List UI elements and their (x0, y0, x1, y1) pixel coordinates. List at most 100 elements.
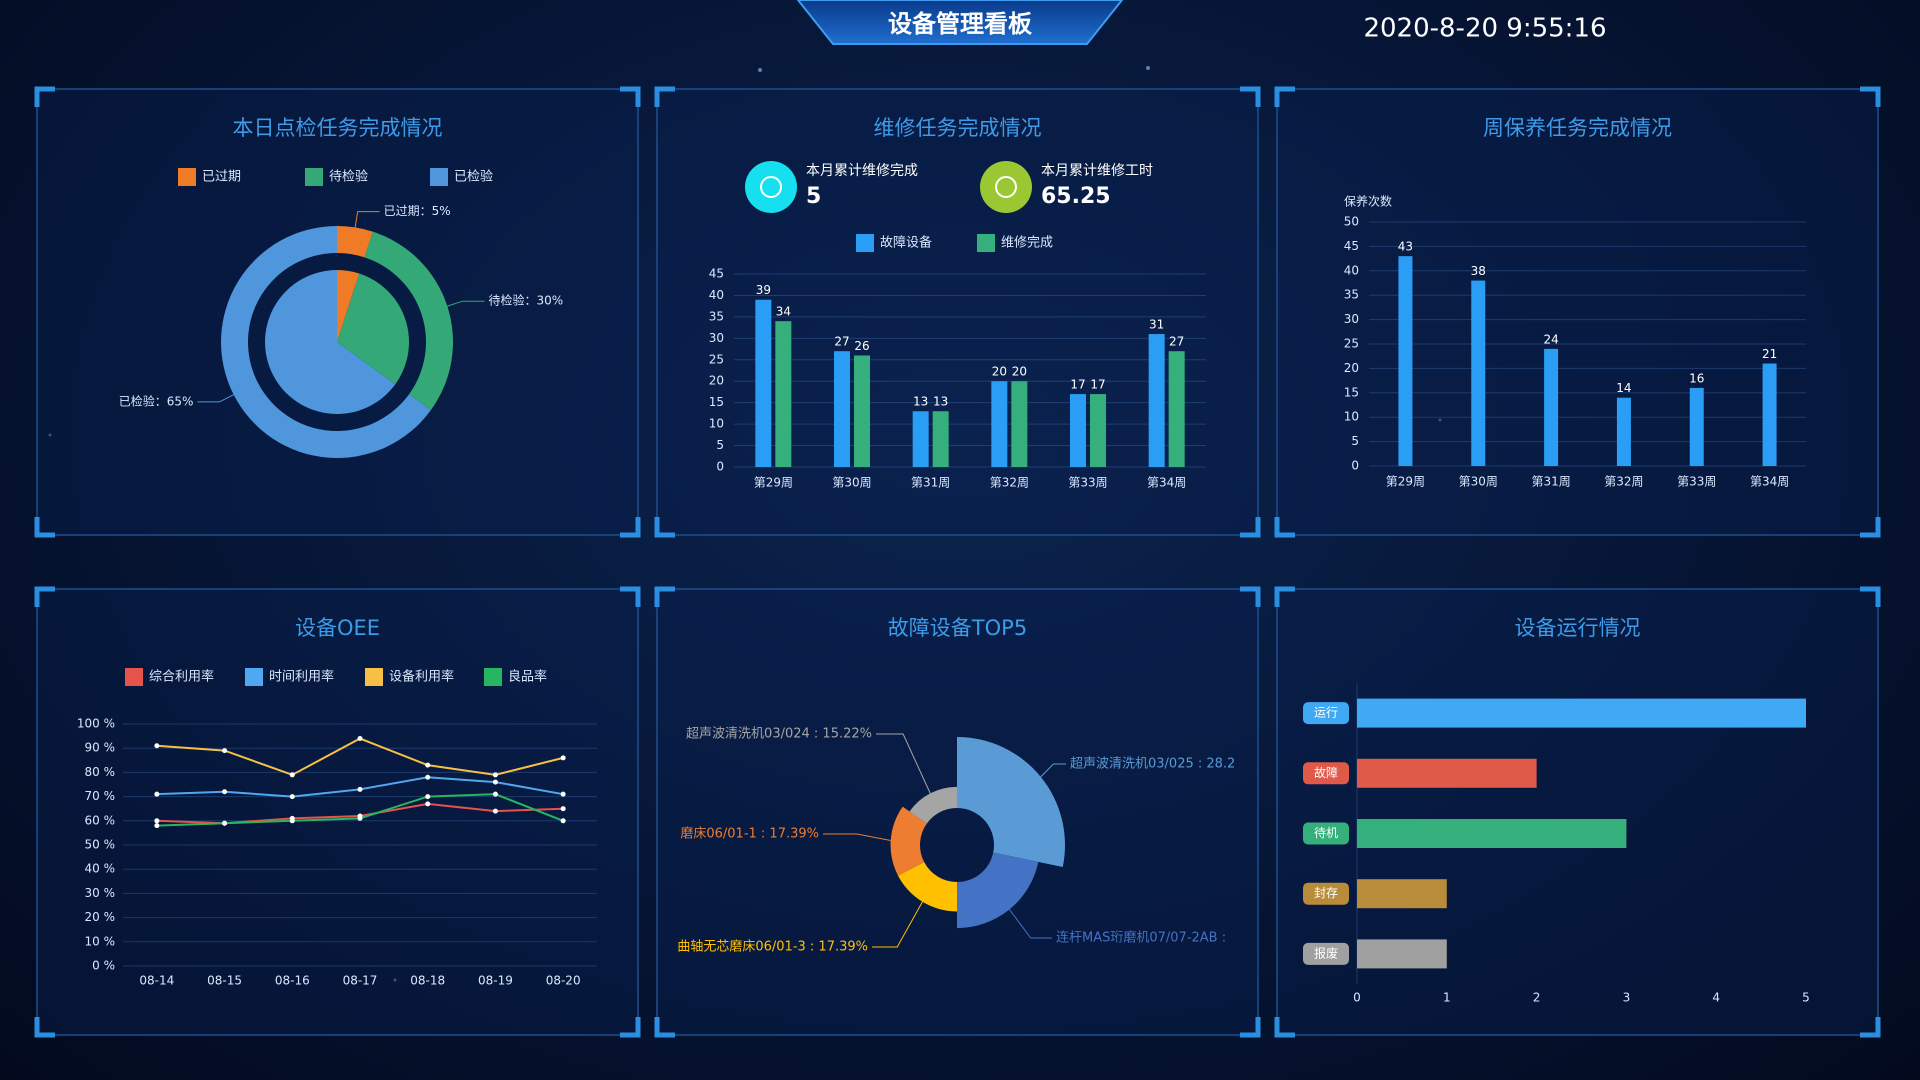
bar (1471, 280, 1486, 466)
x-tick-label: 08-18 (410, 974, 445, 988)
line-point (222, 820, 228, 826)
panel-corner (1860, 1017, 1881, 1038)
y-tick-label: 25 (1344, 337, 1359, 351)
line-point (222, 748, 228, 754)
x-tick-label: 08-17 (343, 974, 378, 988)
rose-slice (897, 862, 957, 912)
data-label: 26 (854, 339, 869, 353)
x-tick-label: 第32周 (1604, 475, 1643, 489)
line-point (154, 743, 160, 749)
x-tick-label: 第30周 (1459, 475, 1498, 489)
y-tick-label: 80 % (85, 765, 116, 779)
x-tick-label: 08-15 (207, 974, 242, 988)
x-tick-label: 08-19 (478, 974, 513, 988)
bar (755, 299, 772, 467)
y-tick-label: 50 (1344, 215, 1359, 229)
bar (775, 321, 792, 467)
panel-frame (1276, 88, 1879, 536)
bar (1011, 381, 1028, 467)
panel-corner (34, 86, 55, 107)
line-point (425, 774, 431, 780)
data-label: 20 (992, 365, 1007, 379)
star (1146, 66, 1150, 70)
y-tick-label: 报废 (1314, 945, 1338, 960)
panel-frame (656, 588, 1259, 1036)
y-tick-label: 25 (709, 352, 724, 366)
panel-corner (620, 586, 641, 607)
y-tick-label: 30 (709, 331, 724, 345)
panel-title: 设备OEE (295, 616, 380, 640)
panel-title: 故障设备TOP5 (888, 616, 1027, 640)
data-label: 已检验：65% (119, 393, 194, 408)
data-label: 24 (1543, 332, 1558, 346)
y-tick-label: 30 % (85, 886, 116, 900)
rose-slice (890, 806, 927, 876)
data-label: 13 (933, 395, 948, 409)
y-tick-label: 70 % (85, 789, 116, 803)
legend-swatch (365, 668, 383, 686)
pie-slice (264, 270, 396, 414)
rose-slice (957, 852, 1039, 929)
pie-slice (337, 270, 360, 342)
panel-title: 周保养任务完成情况 (1483, 116, 1672, 140)
leader-line (872, 901, 923, 948)
y-tick-label: 20 (709, 374, 724, 388)
data-label: 38 (1471, 264, 1486, 278)
x-tick-label: 第32周 (990, 476, 1029, 490)
panel-corner (1240, 1017, 1261, 1038)
legend-swatch (125, 668, 143, 686)
y-tick-label: 35 (709, 309, 724, 323)
leader-line (1040, 763, 1066, 778)
line-point (560, 806, 566, 812)
data-label: 超声波清洗机03/024 : 15.22% (686, 727, 872, 742)
leader-line (823, 833, 891, 841)
panel-corner (1860, 86, 1881, 107)
line-point (425, 762, 431, 768)
panel-corner (1240, 586, 1261, 607)
bar (1357, 698, 1806, 728)
bar (854, 355, 870, 467)
panel-corner (34, 586, 55, 607)
x-tick-label: 2 (1533, 991, 1541, 1005)
panel-corner (1860, 586, 1881, 607)
bar (1357, 939, 1447, 969)
x-tick-label: 1 (1443, 991, 1451, 1005)
panel-title: 本日点检任务完成情况 (233, 116, 443, 140)
y-tick-label: 封存 (1314, 886, 1338, 900)
x-tick-label: 第34周 (1750, 475, 1789, 489)
x-tick-label: 4 (1712, 991, 1720, 1005)
legend-swatch (484, 668, 502, 686)
y-tick-label: 5 (1351, 434, 1359, 448)
data-label: 已过期：5% (384, 204, 451, 218)
category-badge (1303, 702, 1349, 725)
y-axis-label: 保养次数 (1344, 194, 1392, 209)
header-banner (796, 0, 1124, 45)
category-badge (1303, 762, 1349, 785)
legend-label: 维修完成 (1001, 236, 1053, 251)
y-tick-label: 40 (1344, 263, 1359, 277)
y-tick-label: 20 (1344, 361, 1359, 375)
y-tick-label: 0 (716, 460, 724, 474)
datetime: 2020-8-20 9:55:16 (1363, 14, 1606, 44)
line-point (154, 818, 160, 824)
x-tick-label: 08-14 (139, 974, 174, 988)
ring-slice (364, 231, 453, 411)
y-tick-label: 20 % (85, 910, 116, 924)
y-tick-label: 5 (716, 438, 724, 452)
data-label: 27 (834, 335, 849, 349)
bar (932, 411, 949, 467)
legend-label: 已过期 (202, 170, 241, 185)
line-point (222, 789, 228, 795)
rose-slice (909, 786, 957, 824)
x-tick-label: 第33周 (1068, 476, 1107, 490)
y-tick-label: 35 (1344, 288, 1359, 302)
stat-icon (745, 161, 797, 213)
category-badge (1303, 822, 1349, 845)
x-tick-label: 第31周 (1531, 475, 1570, 489)
bar (1616, 397, 1631, 466)
data-label: 31 (1149, 318, 1164, 332)
y-tick-label: 10 (1344, 410, 1359, 424)
panel-corner (654, 86, 675, 107)
